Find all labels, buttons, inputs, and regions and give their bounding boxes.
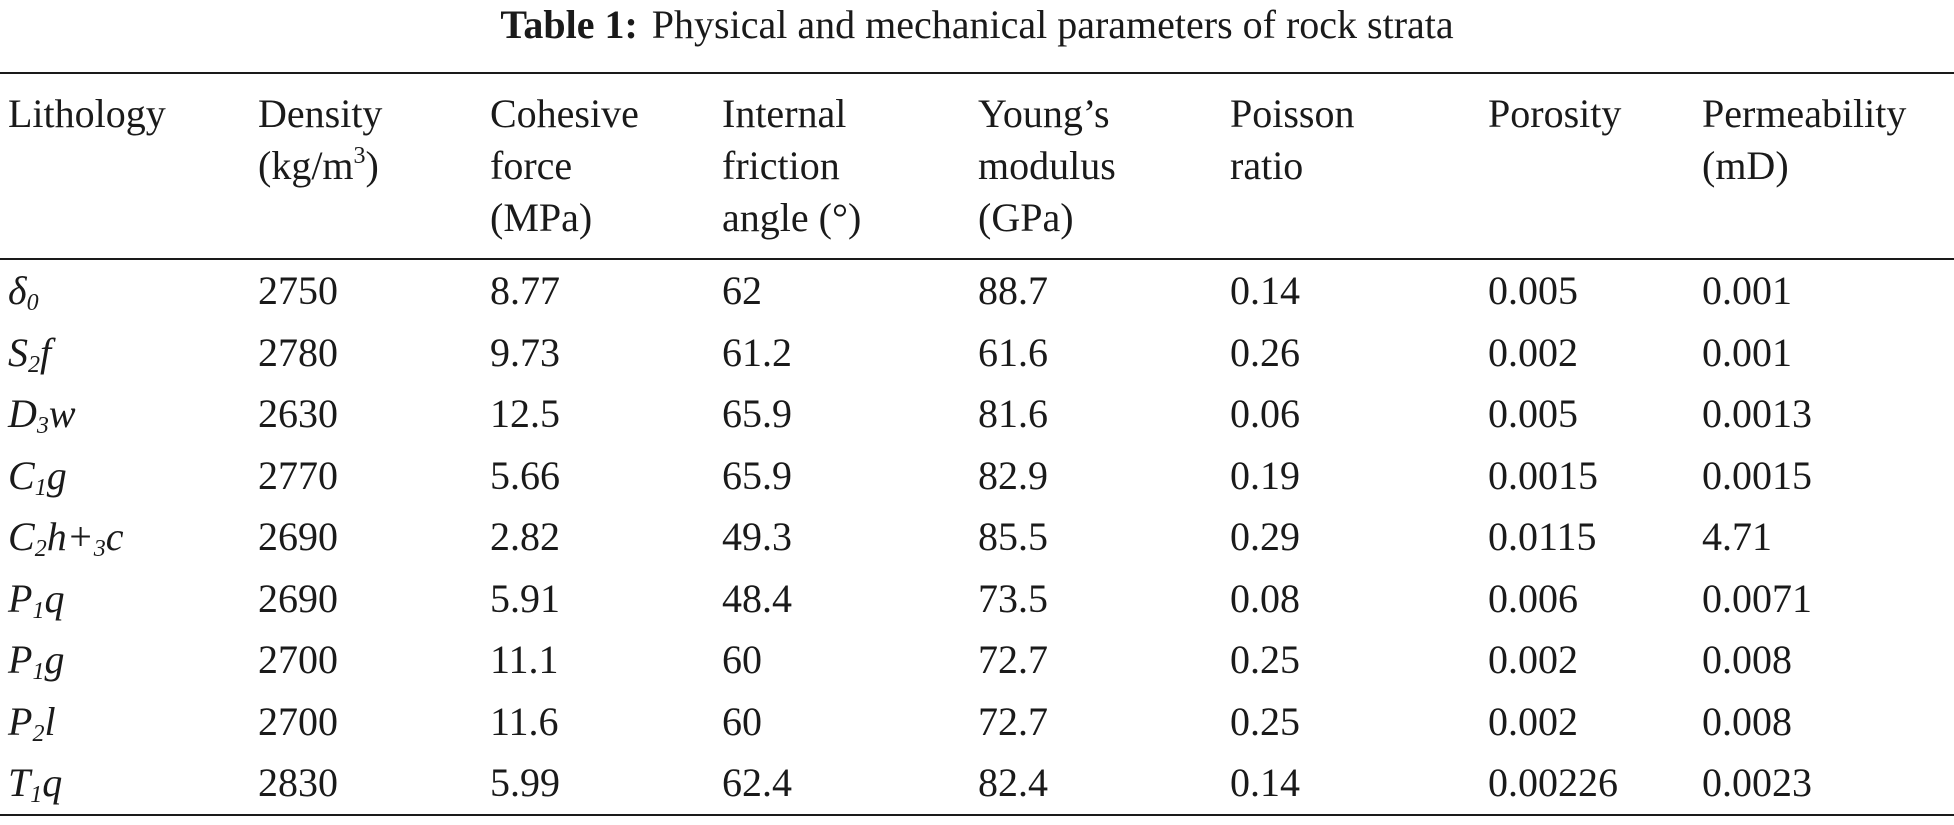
cell-cohesion: 11.6 — [490, 698, 559, 744]
header-cohesive-force: Cohesive force (MPa) — [490, 91, 639, 240]
cell-poisson: 0.25 — [1230, 698, 1300, 744]
cell-cohesion: 9.73 — [490, 329, 560, 375]
cell-porosity: 0.00226 — [1488, 760, 1618, 806]
cell-cohesion: 12.5 — [490, 391, 560, 437]
cell-porosity: 0.0015 — [1488, 452, 1598, 498]
caption-label: Table 1: — [500, 2, 638, 47]
cell-cohesion: 5.91 — [490, 575, 560, 621]
cell-cohesion: 2.82 — [490, 514, 560, 560]
table-row: P1g 2700 11.1 60 72.7 0.25 0.002 0.008 — [0, 629, 1954, 691]
cell-friction: 60 — [722, 698, 762, 744]
cell-lithology: T1q — [8, 760, 63, 809]
cell-permeability: 0.0071 — [1702, 575, 1812, 621]
cell-poisson: 0.26 — [1230, 329, 1300, 375]
cell-density: 2770 — [258, 452, 338, 498]
cell-density: 2700 — [258, 637, 338, 683]
cell-youngs: 88.7 — [978, 268, 1048, 314]
header-youngs-modulus: Young’s modulus (GPa) — [978, 91, 1116, 240]
cell-lithology: S2f — [8, 329, 52, 378]
table-caption: Table 1: Physical and mechanical paramete… — [0, 0, 1954, 60]
cell-porosity: 0.002 — [1488, 698, 1578, 744]
cell-permeability: 4.71 — [1702, 514, 1772, 560]
cell-youngs: 81.6 — [978, 391, 1048, 437]
cell-permeability: 0.008 — [1702, 698, 1792, 744]
cell-density: 2830 — [258, 760, 338, 806]
cell-permeability: 0.001 — [1702, 268, 1792, 314]
caption-text: Physical and mechanical parameters of ro… — [651, 2, 1454, 47]
cell-youngs: 72.7 — [978, 637, 1048, 683]
cell-cohesion: 11.1 — [490, 637, 559, 683]
cell-poisson: 0.14 — [1230, 268, 1300, 314]
cell-poisson: 0.06 — [1230, 391, 1300, 437]
cell-lithology: P1g — [8, 637, 65, 686]
rock-parameters-table: Lithology Density (kg/m3) Cohesive force… — [0, 72, 1954, 816]
cell-youngs: 61.6 — [978, 329, 1048, 375]
header-poisson-ratio: Poisson ratio — [1230, 91, 1355, 188]
cell-lithology: P1q — [8, 575, 65, 624]
cell-friction: 62 — [722, 268, 762, 314]
table-row: C2h+3c 2690 2.82 49.3 85.5 0.29 0.0115 4.71 — [0, 506, 1954, 568]
cell-lithology: C1g — [8, 452, 67, 501]
table-row: S2f 2780 9.73 61.2 61.6 0.26 0.002 0.001 — [0, 322, 1954, 384]
cell-cohesion: 8.77 — [490, 268, 560, 314]
cell-friction: 65.9 — [722, 391, 792, 437]
cell-permeability: 0.0015 — [1702, 452, 1812, 498]
header-porosity: Porosity — [1488, 91, 1622, 136]
table-body: δ0 2750 8.77 62 88.7 0.14 0.005 0.001 S2f 2780 9.7… — [0, 259, 1954, 815]
cell-cohesion: 5.66 — [490, 452, 560, 498]
cell-poisson: 0.08 — [1230, 575, 1300, 621]
cell-density: 2750 — [258, 268, 338, 314]
cell-lithology: δ0 — [8, 268, 39, 317]
cell-porosity: 0.005 — [1488, 391, 1578, 437]
table-row: T1q 2830 5.99 62.4 82.4 0.14 0.00226 0.0023 — [0, 752, 1954, 815]
cell-poisson: 0.25 — [1230, 637, 1300, 683]
cell-youngs: 82.4 — [978, 760, 1048, 806]
cell-youngs: 72.7 — [978, 698, 1048, 744]
cell-porosity: 0.005 — [1488, 268, 1578, 314]
cell-density: 2630 — [258, 391, 338, 437]
cell-poisson: 0.14 — [1230, 760, 1300, 806]
cell-friction: 62.4 — [722, 760, 792, 806]
header-density: Density (kg/m3) — [258, 91, 383, 188]
cell-porosity: 0.0115 — [1488, 514, 1597, 560]
cell-permeability: 0.001 — [1702, 329, 1792, 375]
cell-friction: 48.4 — [722, 575, 792, 621]
cell-lithology: P2l — [8, 698, 56, 747]
cell-lithology: D3w — [8, 391, 76, 440]
cell-density: 2690 — [258, 514, 338, 560]
cell-friction: 65.9 — [722, 452, 792, 498]
table-header-row: Lithology Density (kg/m3) Cohesive force… — [0, 73, 1954, 259]
header-permeability: Permeability (mD) — [1702, 91, 1907, 188]
cell-porosity: 0.002 — [1488, 329, 1578, 375]
table-row: P1q 2690 5.91 48.4 73.5 0.08 0.006 0.0071 — [0, 568, 1954, 630]
header-internal-friction-angle: Internal friction angle (°) — [722, 91, 862, 240]
cell-friction: 61.2 — [722, 329, 792, 375]
table-row: δ0 2750 8.77 62 88.7 0.14 0.005 0.001 — [0, 259, 1954, 322]
header-lithology: Lithology — [8, 91, 166, 136]
cell-permeability: 0.008 — [1702, 637, 1792, 683]
cell-poisson: 0.29 — [1230, 514, 1300, 560]
table-row: P2l 2700 11.6 60 72.7 0.25 0.002 0.008 — [0, 691, 1954, 753]
cell-density: 2700 — [258, 698, 338, 744]
cell-density: 2780 — [258, 329, 338, 375]
cell-porosity: 0.002 — [1488, 637, 1578, 683]
cell-permeability: 0.0023 — [1702, 760, 1812, 806]
cell-youngs: 85.5 — [978, 514, 1048, 560]
cell-cohesion: 5.99 — [490, 760, 560, 806]
cell-youngs: 82.9 — [978, 452, 1048, 498]
table-row: C1g 2770 5.66 65.9 82.9 0.19 0.0015 0.0015 — [0, 445, 1954, 507]
cell-friction: 60 — [722, 637, 762, 683]
cell-density: 2690 — [258, 575, 338, 621]
cell-porosity: 0.006 — [1488, 575, 1578, 621]
table-row: D3w 2630 12.5 65.9 81.6 0.06 0.005 0.0013 — [0, 383, 1954, 445]
cell-friction: 49.3 — [722, 514, 792, 560]
cell-poisson: 0.19 — [1230, 452, 1300, 498]
cell-youngs: 73.5 — [978, 575, 1048, 621]
cell-lithology: C2h+3c — [8, 514, 124, 563]
cell-permeability: 0.0013 — [1702, 391, 1812, 437]
